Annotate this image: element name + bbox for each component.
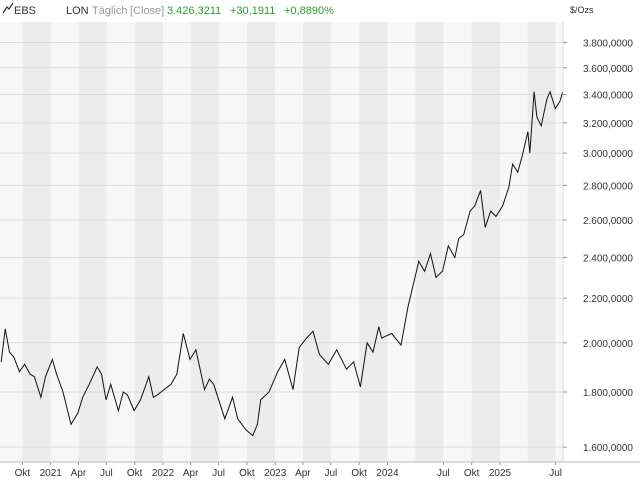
- line-chart-icon: [2, 0, 14, 22]
- y-tick-label: 3.400,0000: [583, 91, 633, 102]
- interval-label: Täglich: [92, 5, 128, 17]
- x-tick-label: Okt: [239, 468, 255, 479]
- background-band: [162, 22, 191, 462]
- x-tick-label: Okt: [127, 468, 143, 479]
- background-band: [22, 22, 51, 462]
- background-band: [302, 22, 331, 462]
- exchange-label: LON: [66, 5, 89, 17]
- x-tick-label: Okt: [464, 468, 480, 479]
- background-band: [499, 22, 528, 462]
- background-band: [218, 22, 247, 462]
- price-type-label: [Close]: [130, 5, 165, 17]
- x-tick-label: Jul: [324, 468, 337, 479]
- y-tick-label: 2.600,0000: [583, 216, 633, 227]
- background-bands: [0, 22, 563, 462]
- background-band: [106, 22, 135, 462]
- x-tick-label: 2024: [376, 468, 399, 479]
- y-tick-label: 2.000,0000: [583, 339, 633, 350]
- background-band: [134, 22, 163, 462]
- x-tick-label: Jul: [212, 468, 225, 479]
- x-tick-label: Apr: [71, 468, 87, 479]
- background-band: [415, 22, 444, 462]
- symbol-label: EBS: [14, 5, 37, 17]
- background-band: [527, 22, 556, 462]
- y-tick-label: 2.800,0000: [583, 181, 633, 192]
- y-tick-label: 3.600,0000: [583, 64, 633, 75]
- y-tick-label: 2.200,0000: [583, 294, 633, 305]
- x-tick-label: Jul: [549, 468, 562, 479]
- background-band: [246, 22, 276, 462]
- chart-header: EBS LON Täglich [Close] 3.426,3211 +30,1…: [0, 0, 640, 22]
- y-tick-label: 3.200,0000: [583, 119, 633, 130]
- background-band: [78, 22, 107, 462]
- x-axis-ticks: Okt 2021 Apr Jul Okt 2022 Apr Jul Okt 2023 Apr Jul O…: [15, 462, 562, 479]
- background-band: [359, 22, 388, 462]
- x-tick-label: Jul: [100, 468, 113, 479]
- last-price: 3.426,3211: [167, 5, 222, 17]
- background-band: [443, 22, 472, 462]
- background-band: [330, 22, 360, 462]
- background-band: [190, 22, 219, 462]
- x-tick-label: Okt: [351, 468, 367, 479]
- y-axis-unit: $/Ozs: [570, 5, 594, 15]
- y-tick-label: 1.800,0000: [583, 388, 633, 399]
- price-line: [0, 90, 564, 437]
- change-value: +30,1911: [230, 5, 276, 17]
- y-axis-ticks: 1.600,0000 1.800,0000 2.000,0000 2.200,0000…: [563, 38, 633, 454]
- x-tick-label: 2023: [264, 468, 287, 479]
- x-tick-label: Jul: [437, 468, 450, 479]
- x-tick-label: 2022: [152, 468, 175, 479]
- background-band: [0, 22, 23, 462]
- grid-lines: [0, 41, 563, 448]
- background-band: [275, 22, 303, 462]
- x-tick-label: 2021: [40, 468, 63, 479]
- change-percent: +0,8890%: [284, 5, 334, 17]
- background-band: [50, 22, 79, 462]
- background-band: [555, 22, 563, 462]
- x-tick-label: Apr: [183, 468, 199, 479]
- x-tick-label: 2025: [489, 468, 512, 479]
- background-band: [471, 22, 500, 462]
- y-tick-label: 1.600,0000: [583, 443, 633, 454]
- y-tick-label: 3.800,0000: [583, 38, 633, 49]
- y-tick-label: 2.400,0000: [583, 253, 633, 264]
- x-tick-label: Apr: [295, 468, 311, 479]
- y-tick-label: 3.000,0000: [583, 149, 633, 160]
- x-tick-label: Okt: [15, 468, 31, 479]
- background-band: [387, 22, 416, 462]
